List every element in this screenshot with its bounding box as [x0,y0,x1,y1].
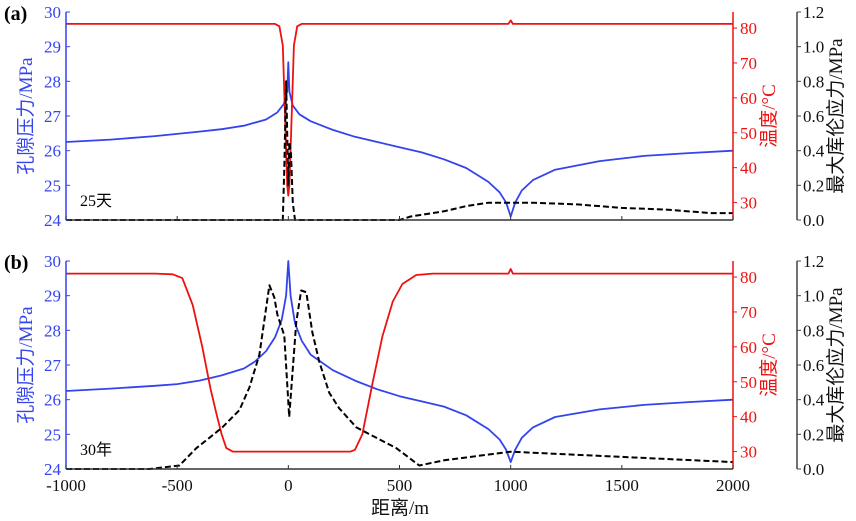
panel-b-temperature-tick-label: 80 [740,268,757,287]
x-tick-label: 1500 [605,476,639,495]
panel-a-stress-tick-label: 0.8 [803,72,824,91]
x-tick-label: 0 [284,476,293,495]
panel-b-left-tick-label: 27 [44,356,62,375]
panel-b-stress-tick-label: 1.0 [803,287,824,306]
panel-a-stress-tick-label: 0.2 [803,176,824,195]
x-tick-label: -1000 [46,476,86,495]
panel-b-left-tick-label: 24 [44,460,62,479]
panel-a-temperature-tick-label: 30 [740,194,757,213]
panel-b-stress-tick-label: 0.8 [803,321,824,340]
panel-a-series-pore-pressure-line [65,61,734,218]
panel-b-stress-tick-label: 1.2 [803,252,824,271]
panel-a-left-axis-title: 孔隙压力/MPa [15,57,37,175]
panel-a-left-tick-label: 27 [44,107,62,126]
panel-a-stress-tick-label: 1.2 [803,3,824,22]
panel-b-left-tick-label: 28 [44,321,61,340]
panel-a-annotation: 25天 [80,193,112,210]
panel-b-left-tick-label: 25 [44,425,61,444]
panel-a-left-tick-label: 30 [44,3,61,22]
panel-a-series-coulomb-stress-line [66,80,733,221]
panel-b-temperature-tick-label: 70 [740,303,757,322]
panel-a-stress-axis-title: 最大库伦应力/MPa [825,38,847,194]
panel-b-stress-tick-label: 0.2 [803,425,824,444]
panel-a-stress-tick-label: 1.0 [803,38,824,57]
panel-a-series-temperature-line [66,19,733,197]
panel-b-tag: (b) [4,252,28,274]
panel-b-temperature-tick-label: 40 [740,408,757,427]
panel-b-temperature-tick-label: 30 [740,443,757,462]
panel-b-temperature-tick-label: 60 [740,338,757,357]
panel-a-left-tick-label: 29 [44,38,61,57]
x-axis-title: 距离/m [371,497,429,519]
panel-b-stress-tick-label: 0.0 [803,460,824,479]
panel-a-left-tick-label: 25 [44,176,61,195]
panel-b-series-temperature-line [66,268,733,453]
panel-a-left-tick-label: 28 [44,72,61,91]
x-tick-label: 1000 [494,476,528,495]
panel-b-stress-tick-label: 0.4 [803,391,825,410]
panel-a-temperature-tick-label: 40 [740,159,757,178]
x-tick-label: -500 [162,476,193,495]
x-tick-label: 2000 [716,476,750,495]
panel-a-temperature-tick-label: 60 [740,89,757,108]
panel-a-temperature-tick-label: 70 [740,54,757,73]
panel-b-temperature-axis-title: 温度/°C [758,333,780,397]
panel-a-tag: (a) [4,3,27,25]
x-tick-label: 500 [387,476,413,495]
panel-b-temperature-tick-label: 50 [740,373,757,392]
panel-b-left-tick-label: 30 [44,252,61,271]
panel-b-annotation: 30年 [80,441,112,459]
panel-b-left-tick-label: 29 [44,287,61,306]
panel-a-temperature-axis-title: 温度/°C [758,84,780,148]
panel-b-left-tick-label: 26 [44,391,61,410]
panel-b-stress-tick-label: 0.6 [803,356,824,375]
panel-a-stress-tick-label: 0.4 [803,142,825,161]
panel-a-temperature-tick-label: 80 [740,19,757,38]
panel-a-temperature-tick-label: 50 [740,124,757,143]
panel-a-stress-tick-label: 0.0 [803,211,824,230]
panel-b-series-pore-pressure-line [65,260,734,464]
panel-b-series-coulomb-stress-line [66,284,734,470]
panel-b-left-axis-title: 孔隙压力/MPa [15,306,37,424]
panel-a-left-tick-label: 24 [44,211,62,230]
panel-b-stress-axis-title: 最大库伦应力/MPa [825,287,847,443]
panel-a-left-tick-label: 26 [44,142,61,161]
panel-a-stress-tick-label: 0.6 [803,107,824,126]
